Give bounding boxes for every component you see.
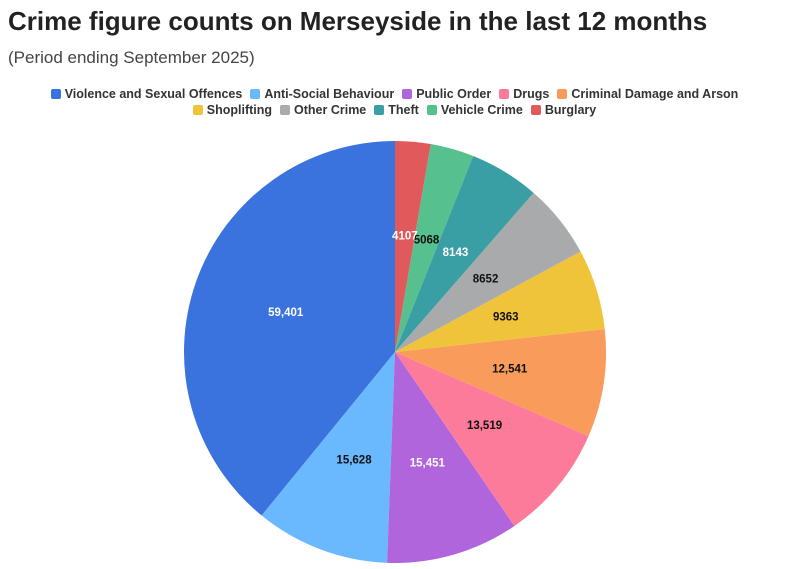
data-label: 9363 — [493, 311, 519, 323]
legend-item: Violence and Sexual Offences — [50, 87, 243, 101]
data-label: 12,541 — [492, 363, 528, 375]
legend-label: Public Order — [416, 87, 492, 101]
legend-item: Criminal Damage and Arson — [557, 87, 738, 101]
legend-item: Burglary — [530, 103, 597, 117]
legend-item: Shoplifting — [192, 103, 273, 117]
legend-item: Theft — [374, 103, 419, 117]
legend: Violence and Sexual Offences Anti-Social … — [40, 87, 749, 117]
legend-swatch — [280, 105, 291, 115]
legend-item: Public Order — [402, 87, 491, 101]
legend-item: Vehicle Crime — [426, 103, 523, 117]
legend-swatch — [530, 105, 541, 115]
pie-slice — [395, 141, 431, 352]
legend-swatch — [50, 89, 61, 99]
pie-slice — [395, 251, 605, 352]
pie-slice — [395, 329, 606, 437]
legend-swatch — [192, 105, 203, 115]
legend-swatch — [374, 105, 385, 115]
legend-label: Drugs — [513, 87, 550, 101]
data-label: 15,451 — [410, 457, 446, 469]
legend-label: Violence and Sexual Offences — [64, 87, 243, 101]
data-label: 15,628 — [336, 455, 372, 467]
pie-slice — [395, 192, 581, 352]
legend-item: Drugs — [499, 87, 549, 101]
pie-slice — [395, 156, 534, 352]
legend-label: Shoplifting — [206, 103, 273, 117]
data-label: 13,519 — [467, 420, 502, 432]
data-label: 4107 — [392, 230, 418, 242]
legend-label: Burglary — [544, 103, 597, 117]
legend-label: Anti-Social Behaviour — [264, 87, 395, 101]
chart-subtitle: (Period ending September 2025) — [8, 48, 255, 67]
pie-slice — [261, 352, 395, 563]
data-label: 59,401 — [268, 307, 304, 319]
legend-label: Criminal Damage and Arson — [571, 87, 739, 101]
pie-slice — [183, 141, 395, 516]
legend-swatch — [250, 89, 261, 99]
legend-label: Vehicle Crime — [440, 103, 523, 117]
legend-label: Other Crime — [294, 103, 367, 117]
data-label: 8652 — [473, 273, 499, 285]
pie-slice — [387, 352, 515, 564]
chart-title: Crime figure counts on Merseyside in the… — [8, 6, 708, 36]
data-label: 5068 — [414, 234, 440, 246]
data-label: 8143 — [443, 247, 469, 259]
legend-label: Theft — [388, 103, 419, 117]
legend-swatch — [426, 105, 437, 115]
legend-item: Anti-Social Behaviour — [250, 87, 394, 101]
pie-slice — [395, 144, 474, 352]
legend-swatch — [499, 89, 510, 99]
pie-slice — [395, 352, 589, 526]
legend-swatch — [402, 89, 413, 99]
legend-item: Other Crime — [280, 103, 366, 117]
legend-swatch — [557, 89, 568, 99]
